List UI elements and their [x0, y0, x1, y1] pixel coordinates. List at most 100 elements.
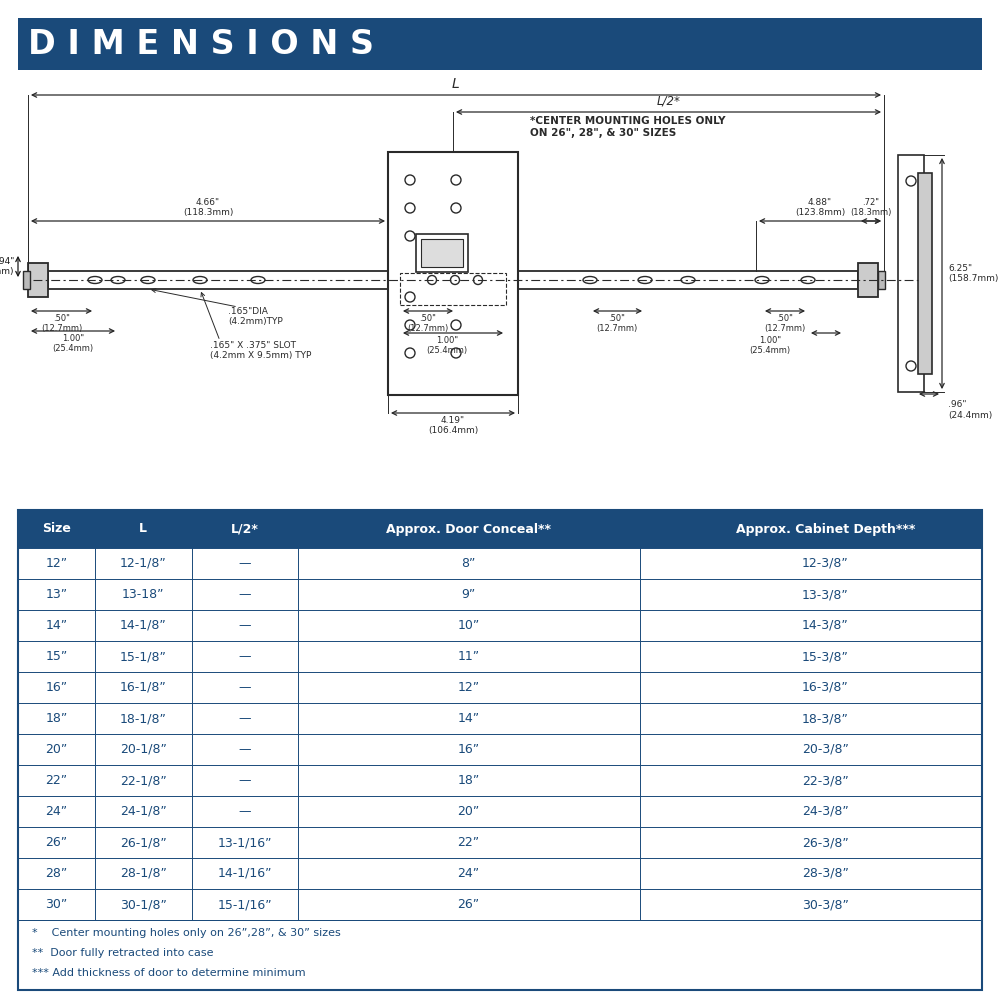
Bar	[400, 273, 506, 305]
Text: L: L	[452, 77, 460, 91]
Text: 14-1/8”: 14-1/8”	[120, 619, 167, 632]
Text: 24”: 24”	[458, 867, 480, 880]
Text: 20-3/8”: 20-3/8”	[802, 743, 849, 756]
Text: 15-1/16”: 15-1/16”	[217, 898, 272, 911]
Bar	[18, 672, 982, 703]
Bar	[48, 271, 858, 289]
Text: 9”: 9”	[462, 588, 476, 601]
Bar	[18, 610, 982, 641]
Text: 18-3/8”: 18-3/8”	[802, 712, 849, 725]
Text: 22”: 22”	[458, 836, 480, 849]
Text: 22-1/8”: 22-1/8”	[120, 774, 167, 787]
Bar	[18, 18, 982, 70]
Text: 22-3/8”: 22-3/8”	[802, 774, 849, 787]
Text: 12-1/8”: 12-1/8”	[120, 557, 167, 570]
Text: Size: Size	[42, 522, 71, 536]
Text: 24”: 24”	[45, 805, 68, 818]
Text: 16-1/8”: 16-1/8”	[120, 681, 167, 694]
Text: L/2*: L/2*	[657, 95, 680, 108]
Text: 18-1/8”: 18-1/8”	[120, 712, 167, 725]
Text: .50"
(12.7mm): .50" (12.7mm)	[764, 314, 806, 333]
Text: *    Center mounting holes only on 26”,28”, & 30” sizes: * Center mounting holes only on 26”,28”,…	[32, 928, 341, 938]
Text: —: —	[238, 712, 251, 725]
Text: 26-1/8”: 26-1/8”	[120, 836, 167, 849]
Text: 1.00"
(25.4mm): 1.00" (25.4mm)	[749, 336, 791, 355]
Text: 22”: 22”	[45, 774, 68, 787]
Text: 10”: 10”	[458, 619, 480, 632]
Ellipse shape	[141, 276, 155, 284]
Text: .50"
(12.7mm): .50" (12.7mm)	[596, 314, 638, 333]
Bar	[18, 920, 982, 990]
Bar	[18, 889, 982, 920]
Text: .94"
(23.9mm): .94" (23.9mm)	[0, 257, 14, 276]
Text: .50"
(12.7mm): .50" (12.7mm)	[407, 314, 449, 333]
Ellipse shape	[755, 276, 769, 284]
Text: 30-3/8”: 30-3/8”	[802, 898, 849, 911]
Text: 14-3/8”: 14-3/8”	[802, 619, 849, 632]
Text: 18”: 18”	[45, 712, 68, 725]
Text: .50"
(12.7mm): .50" (12.7mm)	[41, 314, 82, 333]
Bar	[28, 263, 48, 297]
Bar	[918, 173, 932, 374]
Text: 4.88"
(123.8mm): 4.88" (123.8mm)	[795, 198, 845, 217]
Text: *CENTER MOUNTING HOLES ONLY
ON 26", 28", & 30" SIZES: *CENTER MOUNTING HOLES ONLY ON 26", 28",…	[530, 116, 726, 138]
Bar	[18, 510, 982, 548]
Text: 20”: 20”	[458, 805, 480, 818]
Text: 16-3/8”: 16-3/8”	[802, 681, 849, 694]
Bar	[18, 579, 982, 610]
Ellipse shape	[638, 276, 652, 284]
Text: 15”: 15”	[45, 650, 68, 663]
Text: Approx. Cabinet Depth***: Approx. Cabinet Depth***	[736, 522, 915, 536]
Text: 13”: 13”	[45, 588, 68, 601]
Text: 15-1/8”: 15-1/8”	[120, 650, 167, 663]
Text: 20”: 20”	[45, 743, 68, 756]
Ellipse shape	[583, 276, 597, 284]
Text: 8”: 8”	[461, 557, 476, 570]
Bar	[18, 641, 982, 672]
Text: D I M E N S I O N S: D I M E N S I O N S	[28, 27, 374, 60]
Text: Approx. Door Conceal**: Approx. Door Conceal**	[386, 522, 551, 536]
Ellipse shape	[193, 276, 207, 284]
Text: 13-3/8”: 13-3/8”	[802, 588, 849, 601]
Text: 24-1/8”: 24-1/8”	[120, 805, 167, 818]
Text: 26”: 26”	[45, 836, 68, 849]
Text: .72"
(18.3mm): .72" (18.3mm)	[850, 198, 892, 217]
Text: **  Door fully retracted into case: ** Door fully retracted into case	[32, 948, 214, 958]
Text: 28-3/8”: 28-3/8”	[802, 867, 849, 880]
Text: 12”: 12”	[458, 681, 480, 694]
Bar	[878, 271, 885, 289]
Text: 14”: 14”	[45, 619, 68, 632]
Text: 20-1/8”: 20-1/8”	[120, 743, 167, 756]
Text: 13-1/16”: 13-1/16”	[217, 836, 272, 849]
Text: —: —	[238, 557, 251, 570]
Bar	[18, 548, 982, 579]
Text: 28-1/8”: 28-1/8”	[120, 867, 167, 880]
Text: 12-3/8”: 12-3/8”	[802, 557, 849, 570]
Text: 4.66"
(118.3mm): 4.66" (118.3mm)	[183, 198, 233, 217]
Text: 16”: 16”	[45, 681, 68, 694]
Text: —: —	[238, 681, 251, 694]
Ellipse shape	[111, 276, 125, 284]
Text: 14-1/16”: 14-1/16”	[217, 867, 272, 880]
Text: .96"
(24.4mm): .96" (24.4mm)	[948, 400, 992, 420]
Text: 30”: 30”	[45, 898, 68, 911]
Text: 26”: 26”	[458, 898, 480, 911]
Text: 1.00"
(25.4mm): 1.00" (25.4mm)	[52, 334, 94, 353]
Bar	[858, 263, 878, 297]
Ellipse shape	[801, 276, 815, 284]
Bar	[18, 765, 982, 796]
Ellipse shape	[251, 276, 265, 284]
Text: —: —	[238, 619, 251, 632]
Text: .165"DIA
(4.2mm)TYP: .165"DIA (4.2mm)TYP	[228, 307, 283, 326]
Text: 11”: 11”	[458, 650, 480, 663]
Text: —: —	[238, 774, 251, 787]
Text: —: —	[238, 743, 251, 756]
Text: 12”: 12”	[45, 557, 68, 570]
Text: 18”: 18”	[458, 774, 480, 787]
Text: 13-18”: 13-18”	[122, 588, 165, 601]
Bar	[18, 510, 982, 990]
Text: —: —	[238, 588, 251, 601]
Text: —: —	[238, 805, 251, 818]
Text: 14”: 14”	[458, 712, 480, 725]
Text: 26-3/8”: 26-3/8”	[802, 836, 849, 849]
